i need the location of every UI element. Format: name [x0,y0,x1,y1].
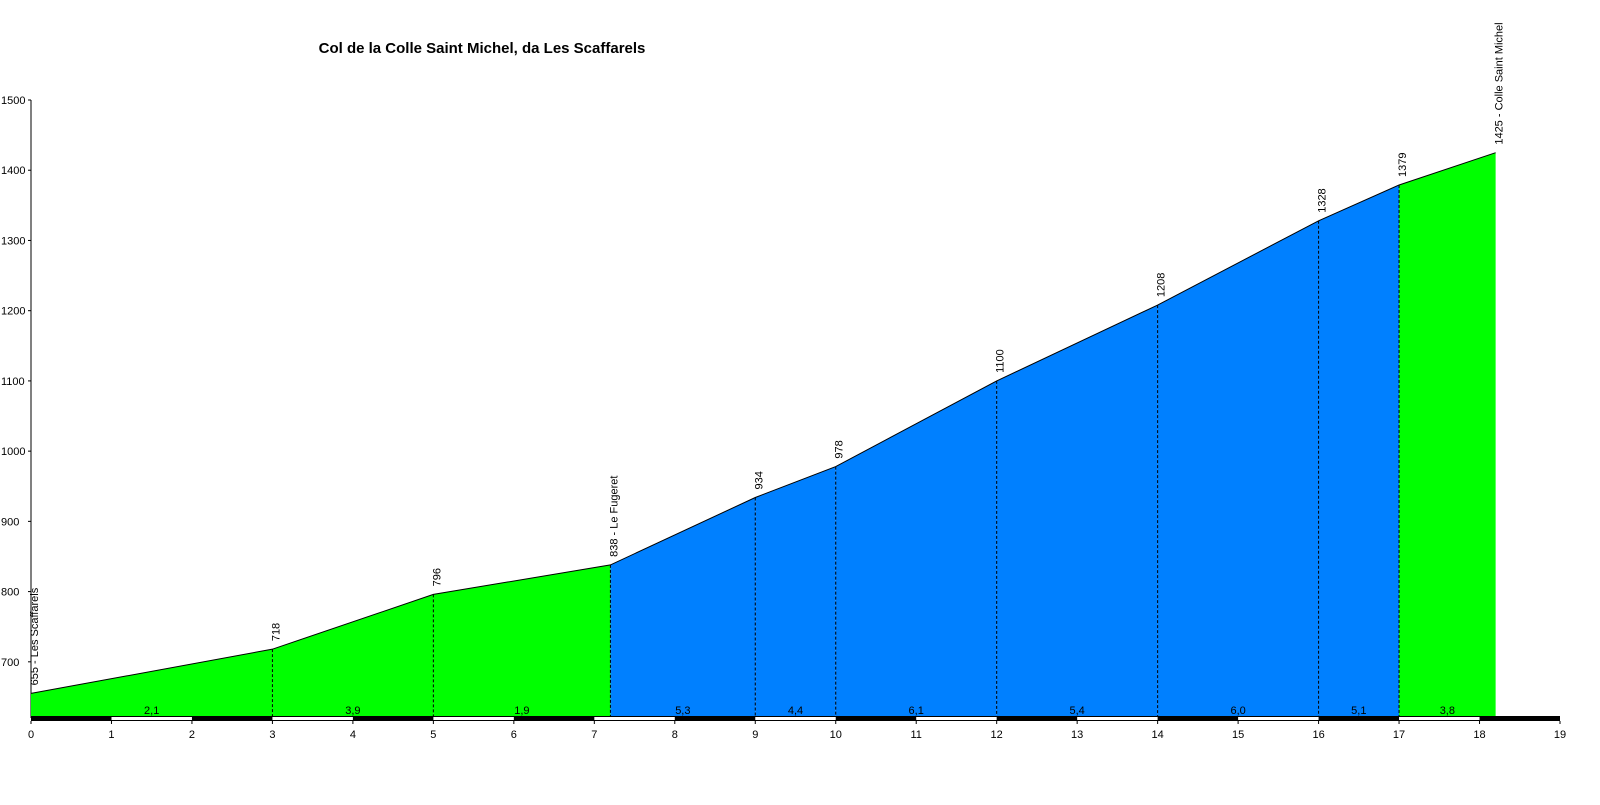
x-tick-label: 6 [511,729,517,741]
y-tick-label: 900 [1,516,19,528]
x-tick-label: 14 [1152,729,1164,741]
profile-segment [433,564,611,718]
point-label: 1100 [995,349,1007,373]
point-label: 934 [753,471,765,489]
x-tick-label: 12 [991,729,1003,741]
x-tick-label: 19 [1554,729,1566,741]
gradient-label: 5,4 [1070,705,1085,717]
y-tick-label: 1100 [1,376,25,388]
y-tick-label: 1300 [1,235,25,247]
x-axis-white [433,717,514,720]
point-label: 718 [270,623,282,641]
x-axis-white [1399,717,1480,720]
gradient-label: 6,1 [909,705,924,717]
x-axis-white [1077,717,1158,720]
x-tick-label: 16 [1312,729,1324,741]
profile-segment [272,594,434,718]
point-label: 838 - Le Fugeret [608,476,620,557]
x-axis-white [916,717,997,720]
y-tick-label: 800 [1,587,19,599]
gradient-label: 2,1 [144,705,159,717]
point-label: 1328 [1317,188,1329,212]
profile-segment [755,466,836,718]
y-tick-label: 1400 [1,165,25,177]
profile-segment [1318,184,1400,719]
x-axis-white [272,717,353,720]
gradient-label: 1,9 [514,705,529,717]
x-tick-label: 18 [1473,729,1485,741]
gradient-label: 4,4 [788,705,803,717]
x-tick-label: 5 [430,729,436,741]
x-tick-label: 15 [1232,729,1244,741]
profile-segment [610,497,756,718]
gradient-label: 5,1 [1351,705,1366,717]
profile-segment [1157,220,1319,719]
x-tick-label: 4 [350,729,356,741]
point-label: 1425 - Colle Saint Michel [1494,22,1506,144]
x-axis-white [755,717,836,720]
x-tick-label: 8 [672,729,678,741]
profile-segment [835,380,997,718]
profile-segment [996,305,1158,718]
x-tick-label: 3 [269,729,275,741]
x-tick-label: 11 [910,729,921,741]
y-tick-label: 1500 [1,95,25,107]
point-label: 796 [431,568,443,586]
point-label: 1379 [1397,152,1409,176]
profile-segment [1399,152,1496,718]
gradient-label: 6,0 [1230,705,1245,717]
x-tick-label: 0 [28,729,34,741]
x-tick-label: 1 [108,729,114,741]
x-tick-label: 7 [591,729,597,741]
x-tick-label: 10 [830,729,842,741]
gradient-label: 3,9 [345,705,360,717]
chart-title: Col de la Colle Saint Michel, da Les Sca… [319,40,646,57]
point-label: 978 [834,440,846,458]
x-axis-white [1238,717,1319,720]
gradient-label: 5,3 [675,705,690,717]
point-label: 655 - Les Scaffarels [29,587,41,685]
x-axis-white [594,717,675,720]
y-tick-label: 1200 [1,306,25,318]
y-tick-label: 1000 [1,446,25,458]
profile-segment [31,649,273,718]
x-tick-label: 9 [752,729,758,741]
y-tick-label: 700 [1,657,19,669]
x-tick-label: 13 [1071,729,1083,741]
point-label: 1208 [1156,273,1168,297]
x-tick-label: 17 [1393,729,1405,741]
x-axis-white [111,717,192,720]
gradient-label: 3,8 [1440,705,1455,717]
x-tick-label: 2 [189,729,195,741]
